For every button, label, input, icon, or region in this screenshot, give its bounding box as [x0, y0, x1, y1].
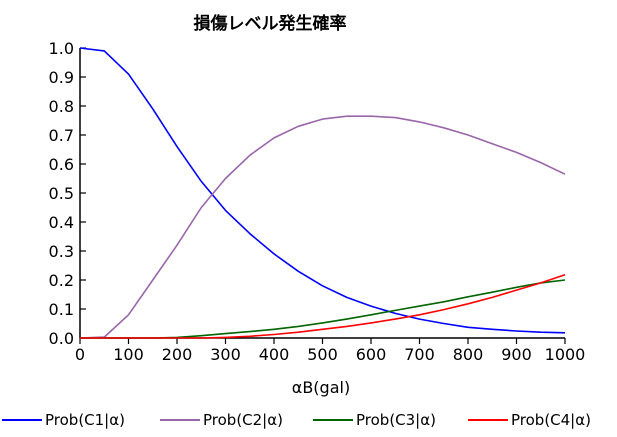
x-axis-label: αB(gal) — [292, 378, 350, 397]
x-tick-label: 800 — [453, 345, 484, 364]
x-tick-label: 500 — [307, 345, 338, 364]
y-tick-label: 0.7 — [49, 126, 74, 145]
y-tick-label: 0.1 — [49, 300, 74, 319]
legend: Prob(C1|α) Prob(C2|α) Prob(C3|α) Prob(C4|α) — [2, 411, 591, 429]
x-tick-label: 300 — [210, 345, 241, 364]
series-line-c4 — [80, 274, 566, 339]
legend-label: Prob(C2|α) — [203, 411, 283, 429]
y-tick-label: 0.3 — [49, 242, 74, 261]
y-tick-label: 0.0 — [49, 329, 74, 348]
x-tick-label: 1000 — [545, 345, 586, 364]
series-group — [79, 47, 566, 339]
x-tick-label: 600 — [356, 345, 387, 364]
y-tick-label: 0.8 — [49, 97, 74, 116]
legend-label: Prob(C4|α) — [511, 411, 591, 429]
x-tick-label: 100 — [113, 345, 144, 364]
axes: 0.0 0.1 0.2 0.3 0.4 0.5 0.6 0.7 0.8 0.9 1.0 0 100 200… — [49, 39, 586, 364]
chart-title: 損傷レベル発生確率 — [194, 13, 347, 34]
legend-label: Prob(C3|α) — [356, 411, 436, 429]
x-tick-label: 900 — [501, 345, 532, 364]
series-line-c2 — [79, 115, 566, 339]
series-line-c1 — [79, 47, 566, 334]
x-tick-label: 200 — [162, 345, 193, 364]
legend-label: Prob(C1|α) — [45, 411, 125, 429]
y-tick-label: 0.5 — [49, 184, 74, 203]
x-tick-label: 400 — [259, 345, 290, 364]
y-tick-label: 1.0 — [49, 39, 74, 58]
y-tick-label: 0.6 — [49, 155, 74, 174]
y-tick-label: 0.2 — [49, 271, 74, 290]
y-tick-label: 0.9 — [49, 68, 74, 87]
y-tick-label: 0.4 — [49, 213, 74, 232]
x-tick-label: 700 — [404, 345, 435, 364]
x-tick-label: 0 — [75, 345, 85, 364]
